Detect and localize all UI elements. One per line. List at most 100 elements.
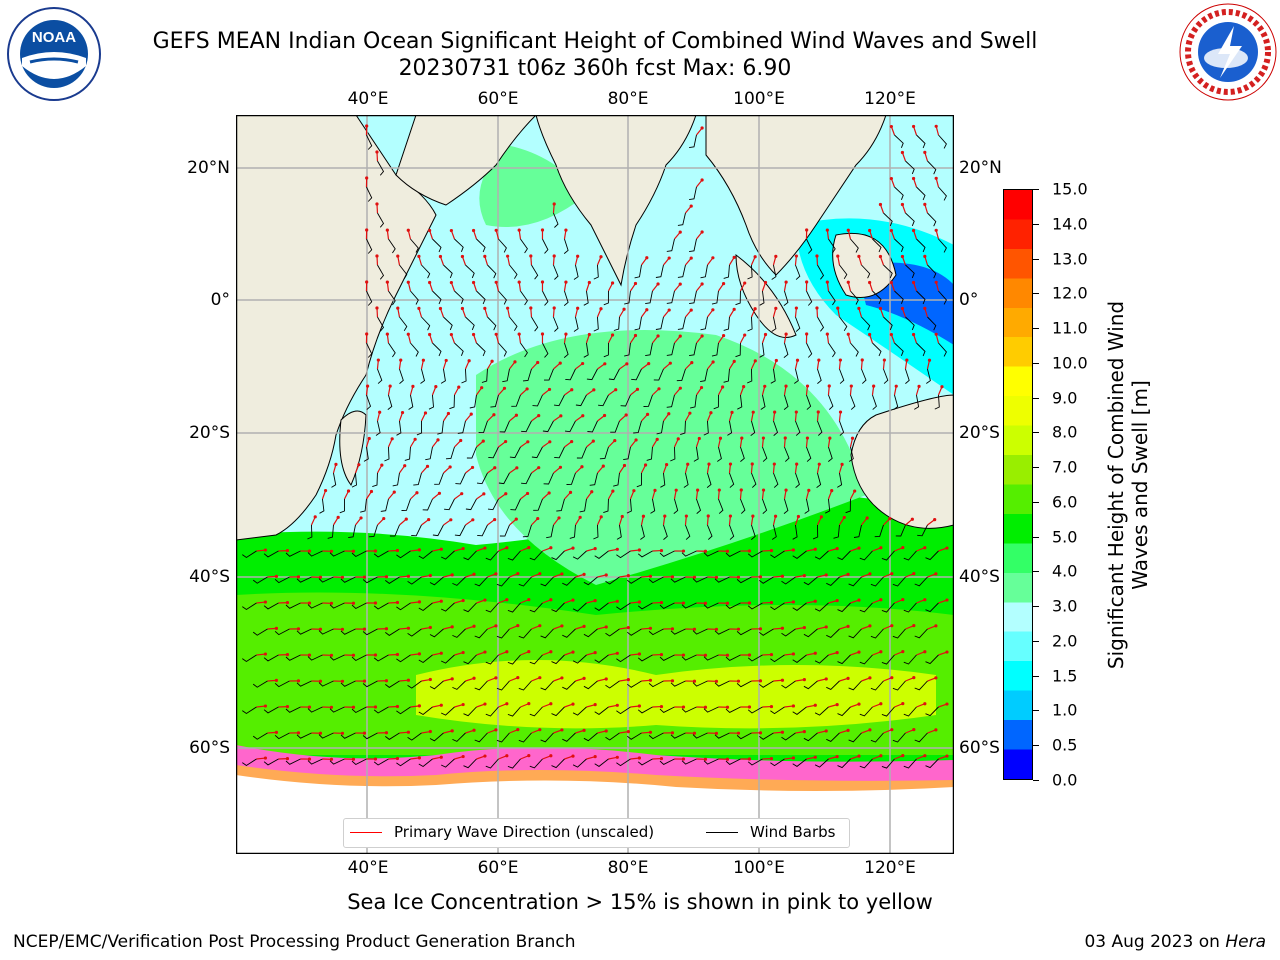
wind-barb: [640, 524, 645, 540]
wave-arrow-head: [857, 598, 861, 602]
wind-barb: [627, 628, 642, 636]
wind-barb: [377, 160, 385, 176]
wind-barb: [274, 680, 290, 688]
wave-arrow-head: [689, 256, 693, 260]
nws-logo: [1179, 3, 1277, 101]
wave-arrow-head: [824, 677, 828, 681]
wave-arrow-head: [536, 516, 540, 521]
wind-barb: [368, 524, 378, 538]
wave-arrow-head: [663, 514, 667, 518]
wave-arrow-head: [641, 514, 646, 518]
wave-arrow-head: [504, 492, 508, 496]
footer-date: 03 Aug 2023 on Hera: [1084, 932, 1266, 952]
wave-arrow-head: [274, 730, 279, 734]
wave-arrow-head: [681, 653, 686, 657]
colorbar-tick-label: 9.0: [1052, 388, 1078, 408]
wind-barb: [725, 758, 741, 765]
wave-arrow-head: [633, 281, 638, 286]
wave-arrow-head: [340, 627, 345, 631]
wind-barb: [318, 628, 334, 635]
wave-arrow-head: [900, 150, 905, 155]
wind-barb: [845, 498, 851, 514]
wind-barb: [440, 368, 446, 384]
wind-barb: [520, 342, 528, 358]
wind-barb: [404, 446, 411, 461]
wind-barb: [677, 212, 686, 226]
wave-arrow-head: [449, 228, 453, 233]
wave-arrow-head: [624, 413, 628, 417]
wind-barb: [795, 472, 800, 488]
wind-barb: [610, 420, 620, 433]
wind-barb-legend-label: Wind Barbs: [750, 823, 836, 841]
wind-barb: [418, 706, 433, 716]
wind-barb: [760, 394, 766, 410]
wave-arrow-head: [582, 728, 586, 732]
wind-barb: [689, 394, 697, 409]
wind-barb: [572, 654, 587, 664]
wave-arrow-head: [587, 280, 591, 285]
wave-arrow-head: [890, 676, 894, 680]
wave-arrow-head: [857, 754, 861, 758]
wave-arrow-head: [593, 599, 597, 603]
wave-arrow-head: [889, 280, 893, 285]
wind-barb: [905, 316, 915, 331]
wind-barb: [518, 576, 532, 587]
wind-barb: [399, 264, 408, 280]
wind-barb: [826, 732, 840, 742]
wave-arrow-head: [835, 651, 839, 655]
wave-arrow-head: [494, 572, 498, 576]
wind-barb: [583, 732, 598, 742]
wind-barb: [894, 238, 904, 252]
wave-arrow-head: [359, 516, 363, 520]
wave-arrow-head: [494, 728, 498, 732]
noaa-logo: NOAA: [7, 7, 101, 101]
wind-barb: [498, 472, 510, 485]
wave-arrow-head: [743, 333, 747, 337]
wave-arrow-head: [421, 358, 425, 362]
wave-arrow-head: [461, 546, 465, 551]
wind-barb: [487, 264, 497, 279]
wind-barb: [759, 290, 765, 306]
wind-barb: [729, 472, 735, 488]
wave-arrow-head: [868, 572, 872, 576]
wave-arrow-head: [945, 546, 949, 550]
wave-arrow-head: [769, 756, 774, 761]
wave-arrow-head: [362, 627, 367, 631]
wind-barb: [605, 680, 620, 689]
wave-arrow-head: [460, 254, 465, 259]
wave-arrow-head: [417, 600, 421, 604]
wave-arrow-head: [872, 384, 876, 388]
wave-arrow-head: [593, 651, 597, 655]
wave-arrow-head: [469, 412, 473, 416]
wave-arrow-head: [263, 548, 268, 552]
wind-barb: [572, 550, 587, 560]
wave-arrow-head: [769, 548, 774, 553]
wind-barb: [655, 316, 664, 330]
wave-arrow-head: [742, 384, 746, 389]
wind-barb: [771, 524, 777, 540]
wind-barb: [770, 602, 785, 611]
lat-label-left: 20°N: [187, 158, 230, 178]
wave-arrow-head: [378, 410, 382, 414]
wind-barb: [692, 576, 708, 583]
wind-barb: [759, 628, 774, 636]
wind-barb: [441, 602, 455, 612]
wind-barb: [837, 758, 851, 769]
wave-arrow-head: [763, 280, 768, 285]
wave-arrow-head: [263, 704, 268, 708]
wind-barb: [575, 394, 587, 407]
wave-arrow-head: [681, 757, 686, 761]
wave-arrow-head: [307, 705, 312, 709]
wave-arrow-head: [390, 437, 394, 441]
wind-barb: [366, 186, 373, 202]
wave-arrow-head: [375, 202, 379, 206]
wave-arrow-head: [714, 627, 719, 631]
wind-barb: [792, 654, 807, 663]
wave-arrow-head: [570, 439, 574, 444]
wave-arrow-head: [626, 678, 630, 682]
wind-barb: [498, 342, 507, 357]
wave-arrow-head: [592, 388, 596, 392]
wind-barb: [905, 368, 910, 384]
wind-barb: [307, 758, 323, 765]
wind-barb: [485, 706, 499, 717]
